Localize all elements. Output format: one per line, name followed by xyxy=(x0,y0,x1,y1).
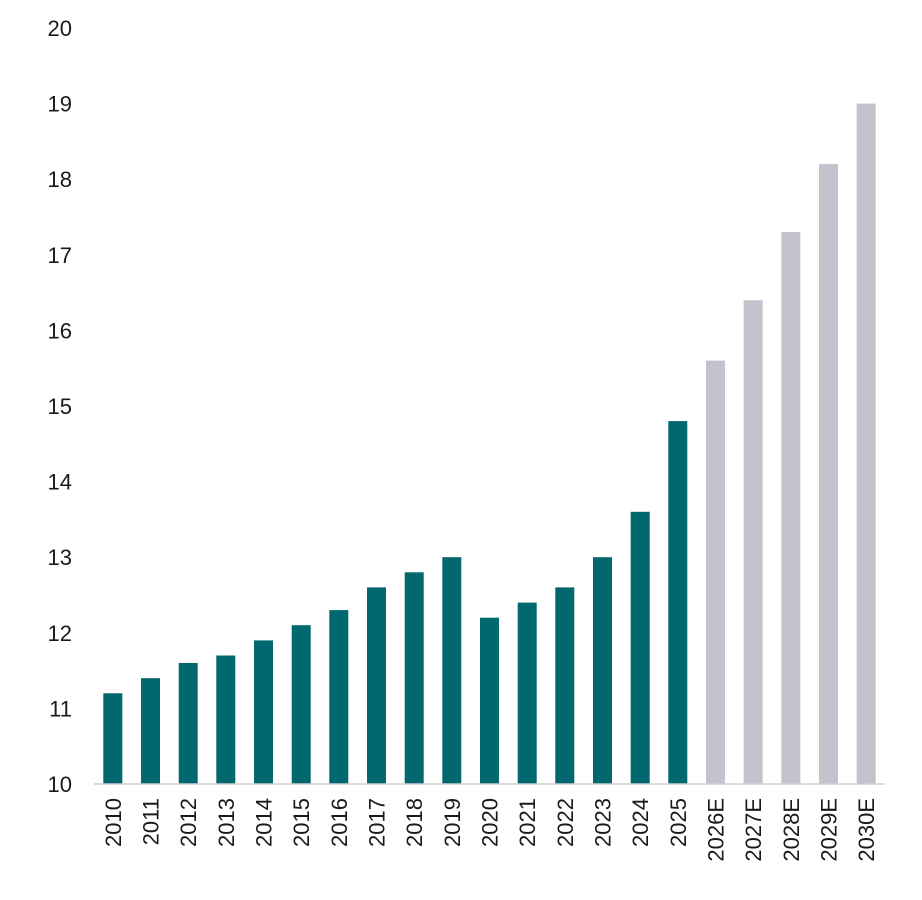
x-tick-label: 2021 xyxy=(515,798,540,847)
x-tick-label: 2030E xyxy=(854,798,879,862)
bar-2024 xyxy=(630,511,650,784)
bar-2030e xyxy=(856,103,876,785)
bar-2019 xyxy=(442,557,462,784)
x-tick-label: 2013 xyxy=(214,798,239,847)
x-tick-label: 2011 xyxy=(139,798,164,845)
y-tick-label: 19 xyxy=(48,92,72,117)
y-tick-label: 20 xyxy=(48,16,72,41)
x-tick-label: 2029E xyxy=(817,798,842,862)
bar-2029e xyxy=(819,164,838,785)
x-tick-label: 2018 xyxy=(402,798,427,847)
x-tick-label: 2017 xyxy=(365,798,390,847)
bar-2014 xyxy=(254,640,273,784)
bar-2010 xyxy=(103,693,123,784)
x-axis: 2010 2011 2012 2013 2014 2015 2016 2017 2018 2019… xyxy=(101,798,879,862)
y-tick-label: 13 xyxy=(48,545,72,570)
bar-2016 xyxy=(329,610,349,784)
bar-2011 xyxy=(141,678,160,784)
bar-2012 xyxy=(178,663,198,784)
bar-2025 xyxy=(668,421,688,784)
x-tick-label: 2020 xyxy=(478,798,503,847)
x-tick-label: 2025 xyxy=(666,798,691,847)
x-tick-label: 2024 xyxy=(628,798,653,847)
bar-2027e xyxy=(743,300,763,784)
bar-2023 xyxy=(593,557,612,784)
y-tick-label: 16 xyxy=(48,318,72,343)
x-tick-label: 2026E xyxy=(704,798,729,862)
x-tick-label: 2027E xyxy=(741,798,766,862)
bar-2028e xyxy=(781,232,801,785)
x-tick-label: 2022 xyxy=(553,798,578,847)
x-tick-label: 2010 xyxy=(101,798,126,847)
x-tick-label: 2023 xyxy=(591,798,616,847)
y-tick-label: 17 xyxy=(48,243,72,268)
y-tick-label: 11 xyxy=(49,696,72,721)
x-tick-label: 2015 xyxy=(289,798,314,847)
bars xyxy=(103,103,876,785)
x-tick-label: 2014 xyxy=(252,798,277,847)
y-tick-label: 18 xyxy=(48,167,72,192)
y-tick-label: 10 xyxy=(48,772,72,797)
y-tick-label: 15 xyxy=(48,394,72,419)
y-axis: 10 11 12 13 14 15 16 17 18 19 20 xyxy=(48,16,72,797)
bar-2020 xyxy=(480,617,499,784)
bar-2026e xyxy=(706,360,725,784)
bar-2015 xyxy=(291,625,311,784)
x-tick-label: 2028E xyxy=(779,798,804,862)
y-tick-label: 12 xyxy=(48,621,72,646)
bar-2017 xyxy=(367,587,386,784)
x-tick-label: 2016 xyxy=(327,798,352,847)
bar-2022 xyxy=(555,587,575,784)
y-tick-label: 14 xyxy=(48,470,72,495)
x-tick-label: 2012 xyxy=(176,798,201,847)
bar-2013 xyxy=(216,655,236,784)
bar-2021 xyxy=(517,602,537,784)
x-tick-label: 2019 xyxy=(440,798,465,847)
bar-2018 xyxy=(404,572,424,784)
